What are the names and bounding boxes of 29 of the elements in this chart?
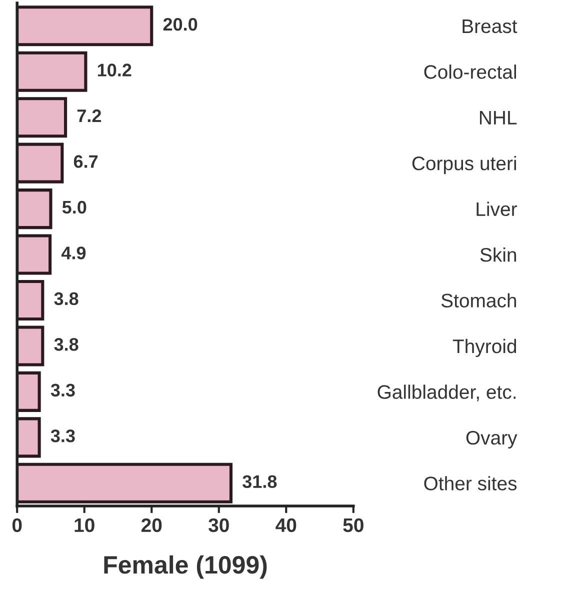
data-label: 4.9: [61, 246, 86, 260]
y-tick-label: Gallbladder, etc.: [378, 384, 516, 402]
y-tick-label: Colo-rectal: [424, 64, 516, 79]
y-tick-label: Breast: [462, 20, 518, 34]
data-label: 3.8: [54, 292, 78, 306]
x-tick-label: 30: [208, 518, 229, 532]
data-label: 3.3: [50, 384, 75, 397]
data-label: 20.0: [163, 18, 198, 31]
y-tick-label: Other sites: [424, 476, 517, 490]
data-label: 6.7: [74, 155, 98, 168]
data-label: 7.2: [77, 109, 102, 122]
x-tick-label: 40: [276, 518, 296, 532]
x-axis-title: Female (1099): [104, 555, 267, 579]
data-label: 10.2: [98, 64, 132, 76]
x-tick-label: 20: [141, 518, 162, 532]
data-label: 3.3: [50, 429, 75, 442]
y-tick-label: Corpus uteri: [412, 156, 516, 174]
y-tick-label: Stomach: [441, 293, 516, 308]
data-label: 3.8: [54, 338, 78, 351]
x-tick-label: 50: [343, 518, 364, 532]
data-label: 5.0: [62, 200, 86, 214]
y-tick-label: NHL: [480, 111, 517, 124]
y-tick-label: Skin: [480, 247, 516, 262]
y-tick-label: Thyroid: [452, 338, 516, 358]
data-label: 31.8: [242, 475, 277, 488]
y-tick-label: Liver: [476, 202, 517, 216]
x-tick-label: 0: [12, 518, 22, 532]
y-tick-label: Ovary: [466, 430, 518, 448]
x-tick-label: 10: [74, 518, 94, 532]
